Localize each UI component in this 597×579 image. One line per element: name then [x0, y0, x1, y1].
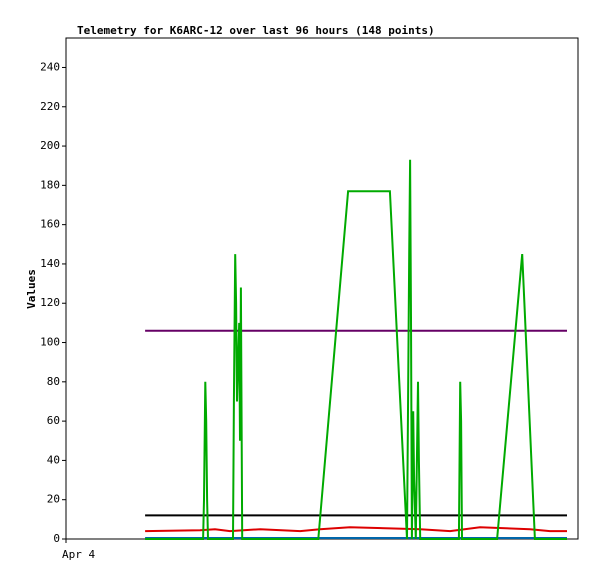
y-tick-label: 0 [53, 532, 60, 545]
chart-title: Telemetry for K6ARC-12 over last 96 hour… [77, 24, 435, 37]
y-tick-label: 120 [40, 296, 60, 309]
y-tick-label: 20 [47, 493, 60, 506]
y-tick-label: 240 [40, 60, 60, 73]
y-tick-label: 80 [47, 375, 60, 388]
y-tick-label: 220 [40, 100, 60, 113]
x-tick-label: Apr 4 [62, 548, 95, 561]
y-tick-label: 200 [40, 139, 60, 152]
y-tick-label: 60 [47, 414, 60, 427]
y-axis-label: Values [25, 269, 38, 309]
series-line [145, 159, 567, 540]
y-tick-label: 160 [40, 218, 60, 231]
y-tick-label: 100 [40, 336, 60, 349]
y-tick-label: 140 [40, 257, 60, 270]
y-tick-label: 40 [47, 453, 60, 466]
y-tick-label: 180 [40, 178, 60, 191]
plot-frame [65, 37, 579, 540]
series-line [145, 526, 567, 533]
